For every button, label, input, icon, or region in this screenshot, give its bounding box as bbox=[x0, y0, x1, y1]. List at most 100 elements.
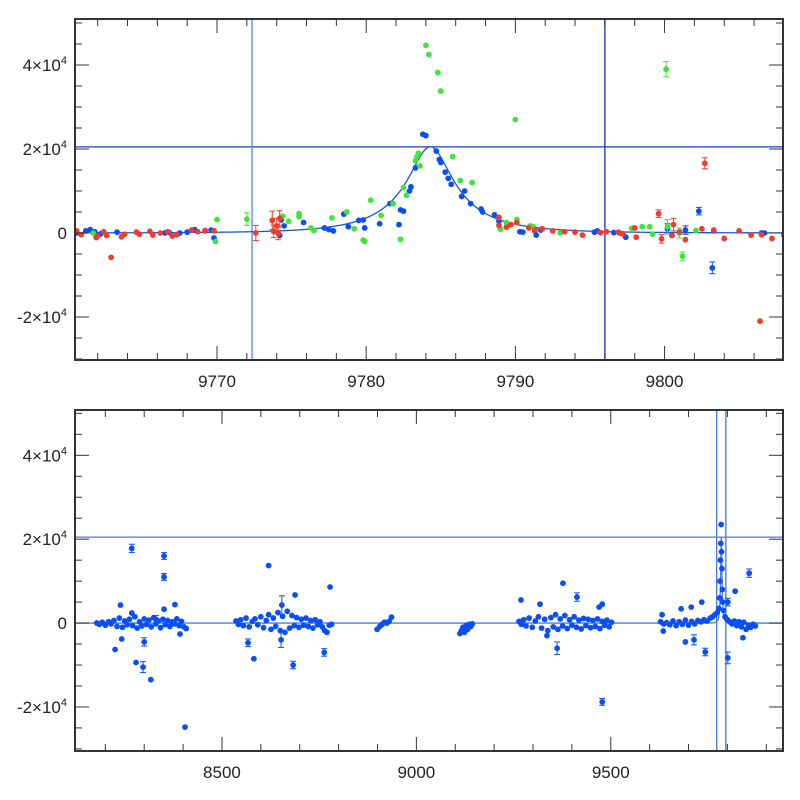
data-point bbox=[396, 221, 402, 228]
data-point bbox=[434, 69, 441, 76]
plot-frame bbox=[74, 409, 784, 752]
data-point bbox=[724, 654, 731, 661]
data-point bbox=[110, 617, 117, 624]
data-point bbox=[449, 153, 456, 160]
data-point bbox=[134, 625, 141, 632]
y-tick-label-base: 0 bbox=[58, 224, 67, 243]
data-point bbox=[752, 623, 759, 629]
data-point bbox=[682, 639, 689, 645]
data-point bbox=[731, 618, 738, 624]
data-point bbox=[469, 621, 476, 627]
data-point bbox=[133, 659, 139, 666]
y-tick-label: 0 bbox=[58, 614, 67, 633]
data-point bbox=[688, 604, 695, 611]
data-point bbox=[740, 619, 747, 626]
data-point bbox=[254, 621, 261, 628]
data-point bbox=[182, 724, 188, 730]
data-point bbox=[695, 208, 702, 215]
data-point bbox=[361, 238, 368, 245]
data-point bbox=[660, 628, 667, 634]
data-point bbox=[330, 227, 337, 234]
data-point bbox=[531, 227, 538, 233]
data-point bbox=[532, 618, 539, 624]
data-point bbox=[518, 621, 525, 628]
data-point bbox=[457, 177, 464, 184]
data-point bbox=[529, 624, 536, 631]
data-point bbox=[606, 623, 613, 630]
data-point bbox=[592, 623, 599, 630]
data-point bbox=[664, 223, 671, 230]
data-point bbox=[300, 622, 307, 629]
data-point bbox=[293, 614, 300, 621]
data-point bbox=[523, 623, 529, 629]
data-point bbox=[108, 254, 115, 261]
data-point bbox=[140, 664, 146, 671]
y-tick-label-base: 4×10 bbox=[23, 56, 61, 75]
data-point bbox=[361, 225, 368, 231]
data-point bbox=[145, 617, 152, 624]
data-point bbox=[646, 223, 653, 230]
data-point bbox=[305, 623, 312, 630]
data-point bbox=[171, 621, 178, 627]
data-point bbox=[281, 222, 288, 229]
y-tick-label-exponent: 4 bbox=[61, 139, 67, 151]
data-point bbox=[422, 132, 429, 139]
data-point bbox=[412, 164, 419, 171]
data-point bbox=[596, 625, 603, 632]
data-point bbox=[442, 169, 449, 175]
x-tick-label: 9000 bbox=[397, 763, 435, 782]
data-point bbox=[328, 621, 335, 628]
data-point bbox=[252, 230, 259, 236]
data-point bbox=[676, 228, 683, 235]
data-point bbox=[82, 227, 89, 234]
data-point bbox=[594, 615, 601, 622]
data-point bbox=[601, 622, 608, 629]
data-point bbox=[513, 219, 520, 226]
data-point bbox=[188, 227, 195, 233]
data-point bbox=[669, 232, 675, 239]
data-point bbox=[596, 604, 602, 611]
data-point bbox=[520, 616, 527, 623]
data-point bbox=[717, 557, 724, 564]
data-point bbox=[718, 521, 725, 528]
data-point bbox=[448, 181, 455, 188]
data-point bbox=[702, 649, 709, 655]
data-point bbox=[479, 209, 486, 215]
data-point bbox=[246, 623, 253, 630]
data-point bbox=[633, 234, 640, 241]
data-point bbox=[682, 617, 689, 624]
data-point bbox=[128, 610, 135, 616]
data-point bbox=[141, 615, 148, 622]
data-point bbox=[757, 318, 763, 325]
data-point bbox=[649, 231, 656, 238]
data-point bbox=[615, 229, 622, 236]
y-tick-label-exponent: 4 bbox=[61, 697, 67, 709]
data-point bbox=[240, 622, 247, 629]
data-point bbox=[503, 224, 510, 231]
data-point bbox=[425, 51, 432, 58]
data-point bbox=[679, 253, 686, 259]
data-point bbox=[282, 629, 288, 636]
data-point bbox=[376, 220, 383, 227]
data-point bbox=[279, 613, 286, 620]
y-tick-label-base: 4×10 bbox=[23, 446, 61, 465]
data-point bbox=[564, 625, 571, 632]
data-point bbox=[290, 662, 297, 668]
data-point bbox=[571, 613, 578, 620]
plot-frame bbox=[74, 18, 784, 361]
data-point bbox=[183, 625, 190, 632]
data-point bbox=[597, 229, 604, 236]
x-tick-label: 9800 bbox=[646, 372, 684, 391]
data-point bbox=[243, 615, 249, 621]
data-point bbox=[265, 611, 272, 618]
y-tick-label-base: 0 bbox=[58, 614, 67, 633]
data-point bbox=[75, 227, 80, 234]
y-tick-label-base: -2×10 bbox=[17, 698, 61, 717]
data-point bbox=[124, 621, 130, 628]
data-point bbox=[437, 159, 444, 166]
data-point bbox=[560, 580, 566, 587]
data-point bbox=[94, 233, 101, 239]
x-tick-label: 9790 bbox=[496, 372, 534, 391]
data-point bbox=[503, 219, 510, 226]
data-point bbox=[518, 597, 524, 603]
